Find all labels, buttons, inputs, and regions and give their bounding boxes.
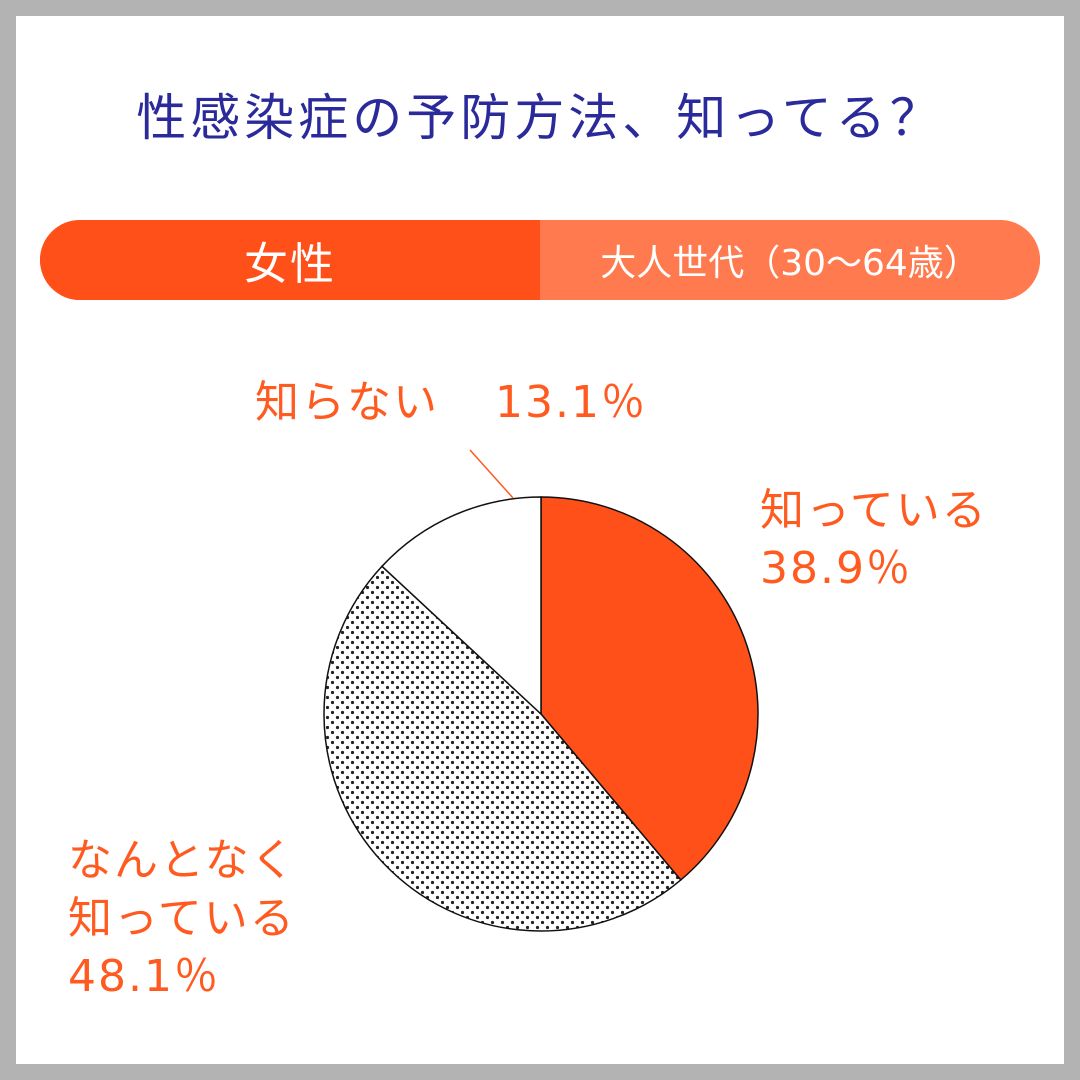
label-nantonaku: なんとなく 知っている 48.1％ [68,835,297,1002]
pie-slice-nantonaku [323,565,682,932]
leader-line-shiranai [469,449,514,499]
label-shitteiru: 知っている 38.9％ [760,485,988,594]
age-group-label: 大人世代（30〜64歳） [540,220,1040,300]
label-shiranai: 知らない 13.1％ [255,377,647,428]
segment-banner: 女性 大人世代（30〜64歳） [40,220,1040,300]
pie-slice-shitteiru [540,496,759,882]
chart-title: 性感染症の予防方法、知ってる？ [136,89,944,147]
gender-label: 女性 [40,220,540,300]
pie-slice-shiranai [380,496,542,716]
